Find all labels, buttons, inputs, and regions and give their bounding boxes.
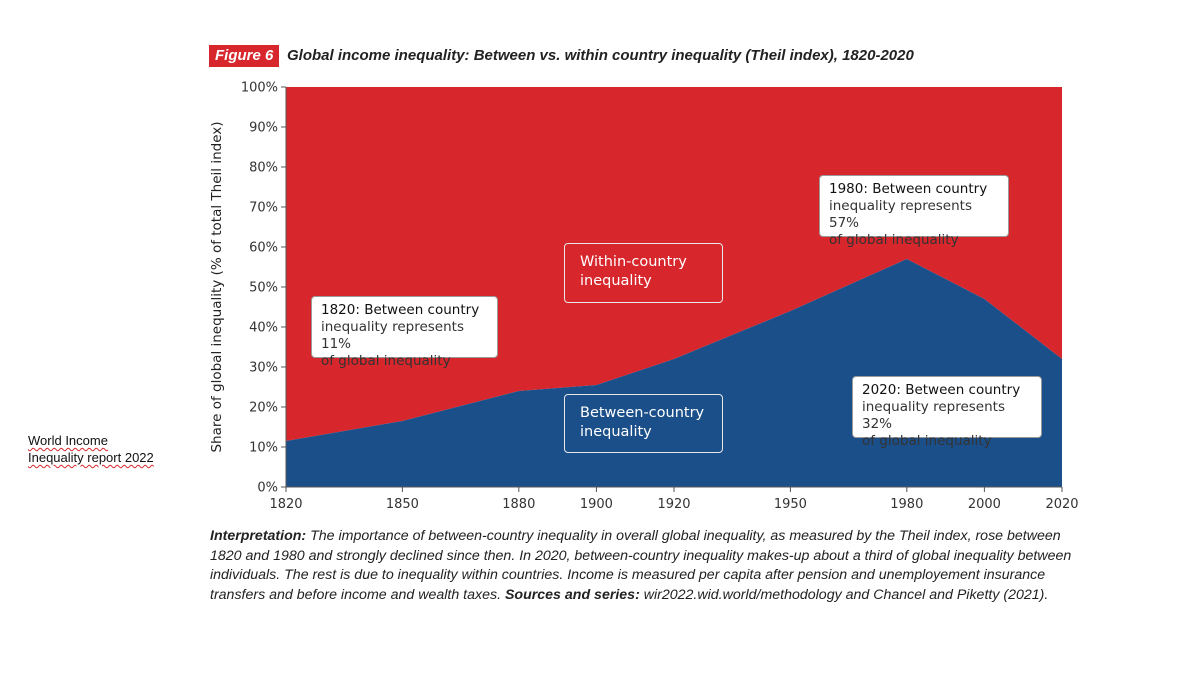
y-tick-label: 30% [249, 361, 278, 376]
annotation-1980-line-2: inequality represents 57% [829, 198, 972, 231]
annotation-1820: 1820: Between country inequality represe… [311, 296, 498, 369]
x-tick-label: 1850 [386, 497, 419, 512]
annotation-1980-head: 1980: Between country [829, 181, 988, 197]
annotation-2020-head: 2020: Between country [862, 382, 1021, 398]
annotation-1820-line-3: of global inequality [321, 353, 451, 369]
within-region-label: Within-country inequality [564, 243, 723, 303]
y-tick-label: 40% [249, 321, 278, 336]
between-region-line-2: inequality [580, 424, 652, 440]
y-tick-label: 90% [249, 121, 278, 136]
within-region-line-1: Within-country [580, 254, 687, 270]
x-tick-label: 1920 [657, 497, 690, 512]
figure-label: Figure 6 [209, 45, 280, 67]
annotation-1980-line-3: of global inequality [829, 232, 959, 248]
sources-body: wir2022.wid.world/methodology and Chance… [639, 586, 1049, 603]
interpretation-body: The importance of between-country inequa… [210, 528, 1072, 603]
side-note-line-1: World Income [28, 433, 108, 448]
y-axis-label: Share of global inequality (% of total T… [209, 121, 225, 452]
figure-title: Global income inequality: Between vs. wi… [287, 47, 914, 64]
annotation-1820-head: 1820: Between country [321, 302, 480, 318]
x-tick-label: 2020 [1045, 497, 1078, 512]
annotation-1980: 1980: Between country inequality represe… [819, 175, 1009, 248]
interpretation-label: Interpretation: [210, 528, 307, 544]
x-tick-label: 2000 [968, 497, 1001, 512]
x-tick-label: 1980 [890, 497, 923, 512]
x-tick-label: 1950 [774, 497, 807, 512]
y-tick-label: 70% [249, 201, 278, 216]
annotation-1820-line-2: inequality represents 11% [321, 319, 464, 352]
sources-label: Sources and series: [504, 586, 640, 603]
between-region-label: Between-country inequality [564, 394, 723, 453]
x-tick-label: 1880 [502, 497, 535, 512]
annotation-2020: 2020: Between country inequality represe… [852, 376, 1042, 449]
within-region-line-2: inequality [580, 273, 652, 289]
annotation-2020-line-2: inequality represents 32% [862, 399, 1005, 432]
y-tick-label: 0% [257, 481, 278, 496]
y-tick-label: 20% [249, 401, 278, 416]
x-tick-label: 1900 [580, 497, 613, 512]
y-tick-label: 80% [249, 161, 278, 176]
y-tick-label: 100% [241, 81, 278, 96]
y-tick-label: 60% [249, 241, 278, 256]
y-tick-label: 50% [249, 281, 278, 296]
side-note-line-2: Inequality report 2022 [28, 450, 154, 465]
x-tick-label: 1820 [269, 497, 302, 512]
annotation-2020-line-3: of global inequality [862, 433, 992, 449]
y-tick-label: 10% [249, 441, 278, 456]
between-region-line-1: Between-country [580, 405, 705, 421]
interpretation-text: Interpretation: The importance of betwee… [210, 527, 1080, 605]
side-note: World Income Inequality report 2022 [28, 432, 154, 466]
